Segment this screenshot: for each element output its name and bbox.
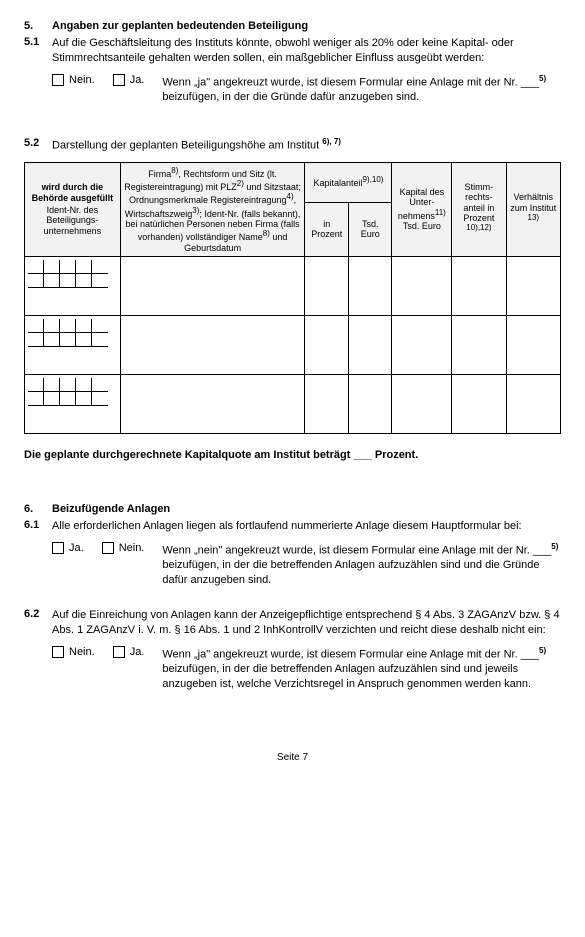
cb-6-2-nein[interactable]: Nein. — [52, 646, 95, 692]
percent-cell[interactable] — [305, 256, 348, 315]
item-6-1-hint: Wenn „nein" angekreuzt wurde, ist diesem… — [162, 542, 561, 588]
table-row — [25, 374, 561, 433]
item-6-2: 6.2 Auf die Einreichung von Anlagen kann… — [24, 608, 561, 638]
table-row — [25, 315, 561, 374]
firma-cell[interactable] — [120, 256, 305, 315]
tsd-cell[interactable] — [348, 256, 391, 315]
checkbox-icon — [52, 646, 64, 658]
item-6-2-hint: Wenn „ja" angekreuzt wurde, ist diesem F… — [162, 646, 561, 692]
checkbox-icon — [52, 542, 64, 554]
item-5-1-hint: Wenn „ja" angekreuzt wurde, ist diesem F… — [162, 74, 561, 105]
th-ident-b: Ident-Nr. des Beteiligungs-unternehmens — [28, 205, 117, 236]
participation-table: wird durch die Behörde ausgefüllt Ident-… — [24, 162, 561, 434]
relation-cell[interactable] — [506, 256, 560, 315]
capital-cell[interactable] — [392, 256, 452, 315]
section-5-num: 5. — [24, 20, 52, 32]
section-6-title: Beizufügende Anlagen — [52, 503, 170, 515]
ident-grid[interactable] — [28, 378, 117, 406]
table-row — [25, 256, 561, 315]
item-6-1: 6.1 Alle erforderlichen Anlagen liegen a… — [24, 519, 561, 534]
voting-cell[interactable] — [452, 256, 506, 315]
checkbox-icon — [102, 542, 114, 554]
page-number: Seite 7 — [24, 752, 561, 763]
item-5-1-checkboxes: Nein. Ja. Wenn „ja" angekreuzt wurde, is… — [24, 74, 561, 105]
ident-grid[interactable] — [28, 319, 117, 347]
item-6-2-checkboxes: Nein. Ja. Wenn „ja" angekreuzt wurde, is… — [24, 646, 561, 692]
item-6-1-checkboxes: Ja. Nein. Wenn „nein" angekreuzt wurde, … — [24, 542, 561, 588]
section-5-title: Angaben zur geplanten bedeutenden Beteil… — [52, 20, 308, 32]
th-ident-a: wird durch die Behörde ausgefüllt — [28, 182, 117, 203]
section-6-header: 6. Beizufügende Anlagen — [24, 503, 561, 515]
item-5-2-text: Darstellung der geplanten Beteiligungshö… — [52, 137, 561, 154]
cb-6-1-ja[interactable]: Ja. — [52, 542, 84, 588]
ident-grid[interactable] — [28, 260, 117, 288]
quota-line: Die geplante durchgerechnete Kapitalquot… — [24, 448, 561, 463]
checkbox-icon — [52, 74, 64, 86]
section-6-num: 6. — [24, 503, 52, 515]
cb-6-1-nein[interactable]: Nein. — [102, 542, 145, 588]
checkbox-icon — [113, 74, 125, 86]
item-5-1-num: 5.1 — [24, 36, 52, 66]
cb-5-1-ja[interactable]: Ja. — [113, 74, 145, 105]
checkbox-icon — [113, 646, 125, 658]
item-5-1: 5.1 Auf die Geschäftsleitung des Institu… — [24, 36, 561, 66]
item-5-2-num: 5.2 — [24, 137, 52, 154]
item-5-2: 5.2 Darstellung der geplanten Beteiligun… — [24, 137, 561, 154]
cb-5-1-nein[interactable]: Nein. — [52, 74, 95, 105]
item-5-1-text: Auf die Geschäftsleitung des Instituts k… — [52, 36, 561, 66]
section-5-header: 5. Angaben zur geplanten bedeutenden Bet… — [24, 20, 561, 32]
cb-6-2-ja[interactable]: Ja. — [113, 646, 145, 692]
